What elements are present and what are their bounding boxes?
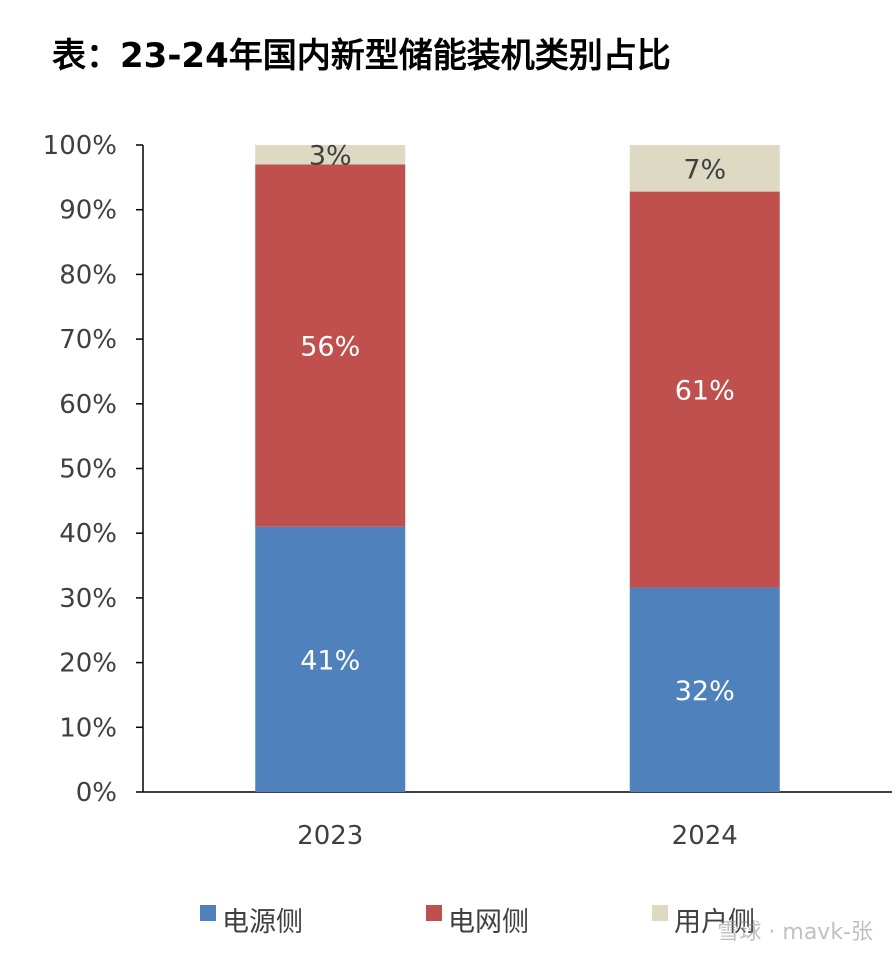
x-tick-label: 2024 xyxy=(672,821,738,851)
data-label: 61% xyxy=(675,376,735,407)
y-tick-label: 100% xyxy=(43,131,117,161)
chart-title: 表：23-24年国内新型储能装机类别占比 xyxy=(52,36,671,76)
y-tick-label: 10% xyxy=(59,713,117,743)
y-tick-label: 80% xyxy=(59,260,117,290)
legend-swatch xyxy=(426,905,442,921)
y-tick-label: 70% xyxy=(59,325,117,355)
y-tick-label: 30% xyxy=(59,584,117,614)
bar-segment xyxy=(629,587,780,792)
watermark: 雪球 · mavk-张 xyxy=(717,920,873,945)
legend-swatch xyxy=(200,905,216,921)
bar-segment xyxy=(629,191,780,588)
legend-swatch xyxy=(652,905,668,921)
x-tick-label: 2023 xyxy=(297,821,363,851)
bar-segment xyxy=(255,526,406,792)
bar-segment xyxy=(255,145,406,165)
y-tick-label: 90% xyxy=(59,196,117,226)
y-tick-label: 0% xyxy=(76,778,117,808)
data-label: 32% xyxy=(675,676,735,707)
bar-segment xyxy=(629,145,780,192)
bar-segment xyxy=(255,164,406,527)
legend-label: 电源侧 xyxy=(222,907,303,938)
legend-label: 用户侧 xyxy=(674,907,755,938)
y-tick-label: 40% xyxy=(59,519,117,549)
legend-label: 电网侧 xyxy=(448,907,529,938)
y-tick-label: 20% xyxy=(59,649,117,679)
data-label: 3% xyxy=(309,141,352,172)
y-tick-label: 50% xyxy=(59,455,117,485)
data-label: 56% xyxy=(300,332,360,363)
y-tick-label: 60% xyxy=(59,390,117,420)
data-label: 41% xyxy=(300,645,360,676)
data-label: 7% xyxy=(683,154,726,185)
